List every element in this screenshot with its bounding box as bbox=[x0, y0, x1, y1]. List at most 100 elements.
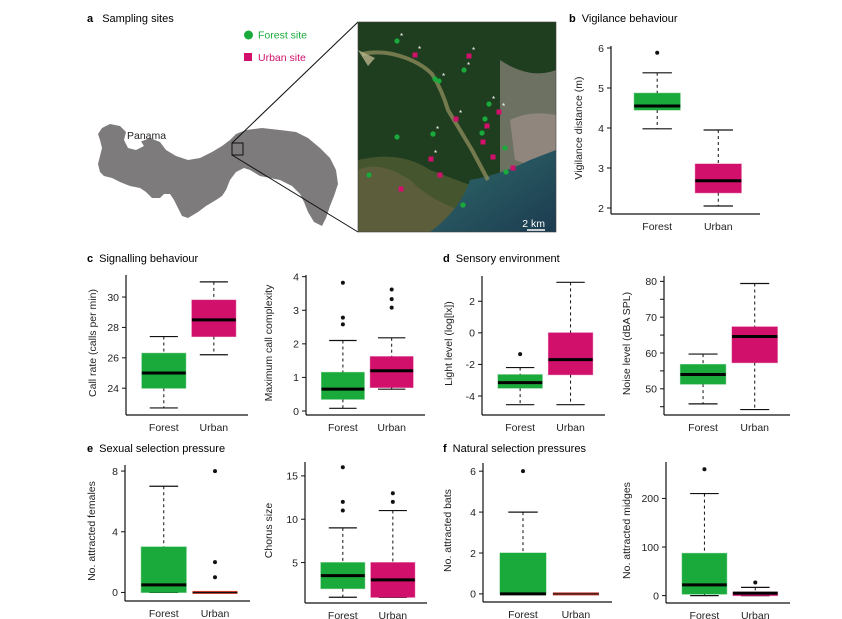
panel-letter-f: f bbox=[443, 443, 447, 455]
outlier-point bbox=[340, 499, 345, 504]
panel-f1: f Natural selection pressures 0 2 4 6 No. attr… bbox=[442, 443, 612, 619]
y-tick-label: 2 bbox=[470, 548, 476, 560]
y-axis-label: No. attracted midges bbox=[621, 482, 633, 579]
y-axis-label: No. attracted females bbox=[86, 481, 98, 581]
significance-star: * bbox=[418, 45, 421, 54]
outlier-point bbox=[340, 315, 345, 320]
y-tick-label: -2 bbox=[466, 359, 475, 371]
y-tick-label: 1 bbox=[293, 372, 299, 384]
urban-site-marker bbox=[496, 109, 502, 115]
y-tick-label: 5 bbox=[292, 557, 298, 569]
urban-site-marker bbox=[510, 165, 516, 171]
iqr-box bbox=[547, 332, 594, 376]
panel-c2: 0 1 2 3 4 Maximum call complexity Forest Urban bbox=[263, 271, 425, 434]
outlier-point bbox=[655, 50, 660, 55]
significance-star: * bbox=[459, 109, 462, 118]
outlier-point bbox=[389, 305, 394, 310]
x-tick-label-urban: Urban bbox=[562, 609, 591, 619]
y-tick-label: 6 bbox=[470, 466, 476, 478]
y-tick-label: 4 bbox=[112, 527, 118, 539]
x-tick-label-urban: Urban bbox=[377, 422, 406, 434]
y-axis-label: Light level (log[lx]) bbox=[443, 301, 455, 386]
svg-text:a Sampling sites: a Sampling sites bbox=[87, 13, 174, 25]
panama-isthmus-highlight bbox=[124, 138, 144, 150]
panel-d2: 50 60 70 80 Noise level (dBA SPL) Forest Urban bbox=[621, 276, 790, 434]
y-tick-label: 2 bbox=[469, 296, 475, 308]
y-tick-label: 3 bbox=[293, 305, 299, 317]
panel-f2: 0 100 200 No. attracted midges Forest Urban bbox=[621, 462, 790, 619]
y-tick-label: 6 bbox=[598, 43, 604, 55]
y-axis-label: Maximum call complexity bbox=[263, 284, 275, 401]
y-tick-label: 2 bbox=[293, 339, 299, 351]
forest-site-marker bbox=[436, 78, 442, 84]
box-urban bbox=[694, 129, 742, 207]
box-plot-panels: b Vigilance behaviour 2 3 4 5 6 Vigilance dista… bbox=[86, 13, 790, 619]
urban-site-marker bbox=[428, 156, 434, 162]
iqr-box bbox=[731, 326, 778, 364]
box-urban bbox=[191, 281, 237, 356]
outlier-point bbox=[213, 469, 217, 474]
y-tick-label: 15 bbox=[286, 471, 298, 483]
iqr-box bbox=[191, 299, 237, 338]
significance-star: * bbox=[467, 61, 470, 70]
box-forest bbox=[681, 467, 728, 597]
forest-site-marker bbox=[366, 172, 372, 178]
outlier-point bbox=[213, 575, 217, 580]
x-tick-label-urban: Urban bbox=[379, 610, 408, 619]
urban-site-legend-marker bbox=[244, 53, 252, 61]
panel-title-f1: Natural selection pressures bbox=[453, 443, 587, 455]
outlier-point bbox=[390, 499, 395, 504]
panel-e1: e Sexual selection pressure 0 4 8 No. attract… bbox=[86, 443, 250, 619]
box-forest bbox=[320, 465, 366, 598]
urban-site-marker bbox=[412, 52, 418, 58]
panel-letter-e: e bbox=[87, 443, 93, 455]
legend-urban-site: Urban site bbox=[258, 52, 306, 64]
box-urban bbox=[547, 281, 594, 406]
y-tick-label: 26 bbox=[107, 353, 119, 365]
y-tick-label: 4 bbox=[598, 123, 604, 135]
x-tick-label-forest: Forest bbox=[149, 422, 179, 434]
y-tick-label: 200 bbox=[641, 493, 659, 505]
y-tick-label: 5 bbox=[598, 83, 604, 95]
panel-title-d1: Sensory environment bbox=[456, 253, 560, 265]
box-forest bbox=[499, 469, 547, 596]
urban-site-marker bbox=[398, 186, 404, 192]
forest-site-marker bbox=[430, 131, 436, 137]
x-tick-label-urban: Urban bbox=[201, 608, 230, 619]
panama-map-shape bbox=[98, 124, 338, 226]
y-tick-label: -4 bbox=[466, 391, 475, 403]
significance-star: * bbox=[436, 125, 439, 134]
significance-star: * bbox=[400, 32, 403, 41]
x-tick-label-forest: Forest bbox=[328, 610, 358, 619]
y-tick-label: 0 bbox=[112, 587, 118, 599]
outlier-point bbox=[213, 560, 217, 565]
box-forest bbox=[320, 280, 365, 409]
y-tick-label: 4 bbox=[470, 507, 476, 519]
y-tick-label: 50 bbox=[645, 384, 657, 396]
iqr-box bbox=[681, 552, 728, 595]
panel-d1: d Sensory environment -4 -2 0 2 Light level (l… bbox=[443, 253, 605, 434]
y-tick-label: 28 bbox=[107, 322, 119, 334]
panel-c1: c Signalling behaviour 24 26 28 30 Call rate (… bbox=[87, 253, 248, 434]
urban-site-marker bbox=[480, 139, 486, 145]
x-tick-label-forest: Forest bbox=[505, 422, 535, 434]
y-tick-label: 60 bbox=[645, 348, 657, 360]
box-urban bbox=[369, 287, 414, 390]
panel-e2: 5 10 15 Chorus size Forest Urban bbox=[263, 462, 427, 619]
outlier-point bbox=[702, 467, 707, 472]
x-tick-label-forest: Forest bbox=[508, 609, 538, 619]
forest-site-marker bbox=[394, 38, 400, 44]
urban-site-marker bbox=[490, 154, 496, 160]
site-markers: ****** **** bbox=[366, 32, 516, 208]
iqr-box bbox=[320, 371, 365, 400]
forest-site-marker bbox=[503, 169, 509, 175]
country-label-panama: Panama bbox=[127, 130, 166, 142]
x-tick-label-urban: Urban bbox=[741, 610, 770, 619]
outlier-point bbox=[340, 508, 345, 513]
y-tick-label: 100 bbox=[641, 542, 659, 554]
outlier-point bbox=[753, 580, 758, 585]
urban-site-marker bbox=[437, 172, 443, 178]
